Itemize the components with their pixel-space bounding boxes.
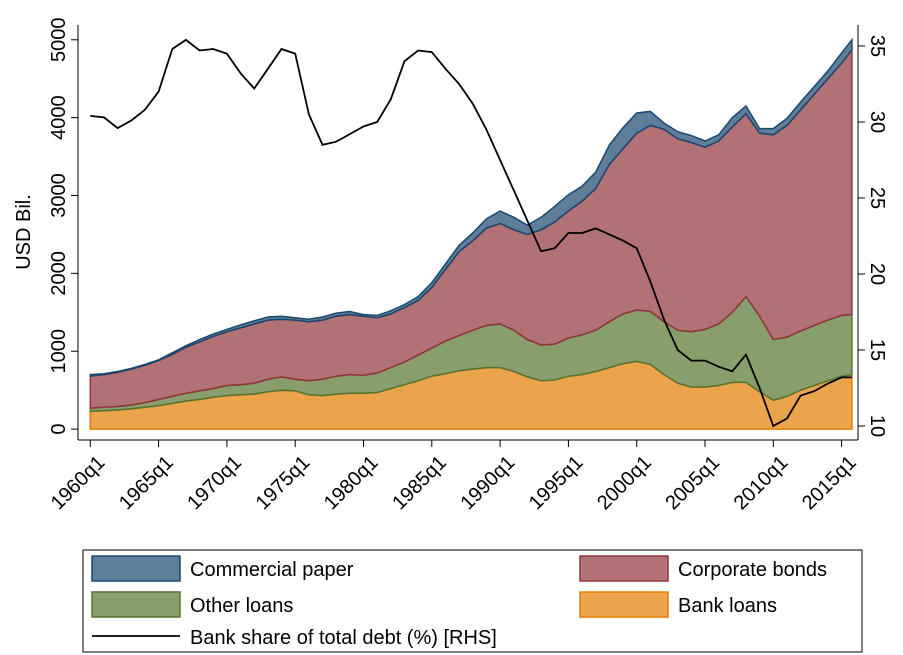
legend-label: Bank loans	[678, 595, 777, 617]
x-tick-label: 1990q1	[456, 452, 519, 515]
y2-tick-label: 25	[866, 187, 888, 209]
x-tick-label: 1995q1	[525, 452, 588, 515]
x-tick-label: 1975q1	[252, 452, 315, 515]
y-tick-label: 5000	[48, 18, 70, 63]
x-tick-label: 1985q1	[388, 452, 451, 515]
legend-label: Corporate bonds	[678, 559, 827, 581]
legend-swatch	[91, 555, 181, 582]
y-tick-label: 1000	[48, 329, 70, 374]
y-axis-label: USD Bil.	[13, 194, 35, 270]
y-tick-label: 4000	[48, 95, 70, 140]
legend-label: Commercial paper	[190, 559, 354, 581]
legend-swatch	[91, 591, 181, 618]
x-tick-label: 1965q1	[115, 452, 178, 515]
x-tick-label: 2015q1	[798, 452, 861, 515]
y2-tick-label: 30	[866, 111, 888, 133]
y-tick-label: 3000	[48, 173, 70, 218]
x-tick-label: 1980q1	[320, 452, 383, 515]
y2-tick-label: 10	[866, 415, 888, 437]
legend-swatch	[579, 591, 669, 618]
x-tick-label: 2000q1	[593, 452, 656, 515]
y2-tick-label: 20	[866, 263, 888, 285]
x-tick-label: 2010q1	[730, 452, 793, 515]
x-tick-label: 1970q1	[183, 452, 246, 515]
y2-tick-label: 15	[866, 339, 888, 361]
y-tick-label: 2000	[48, 251, 70, 296]
line	[90, 38, 852, 428]
legend-label: Other loans	[190, 595, 293, 617]
area	[89, 37, 853, 378]
y2-tick-label: 35	[866, 35, 888, 57]
legend-box	[82, 549, 863, 653]
x-tick-label: 2005q1	[661, 452, 724, 515]
y-tick-label: 0	[48, 424, 70, 435]
x-tick-label: 1960q1	[47, 452, 110, 515]
legend-swatch	[579, 555, 669, 582]
legend-label: Bank share of total debt (%) [RHS]	[190, 627, 497, 649]
